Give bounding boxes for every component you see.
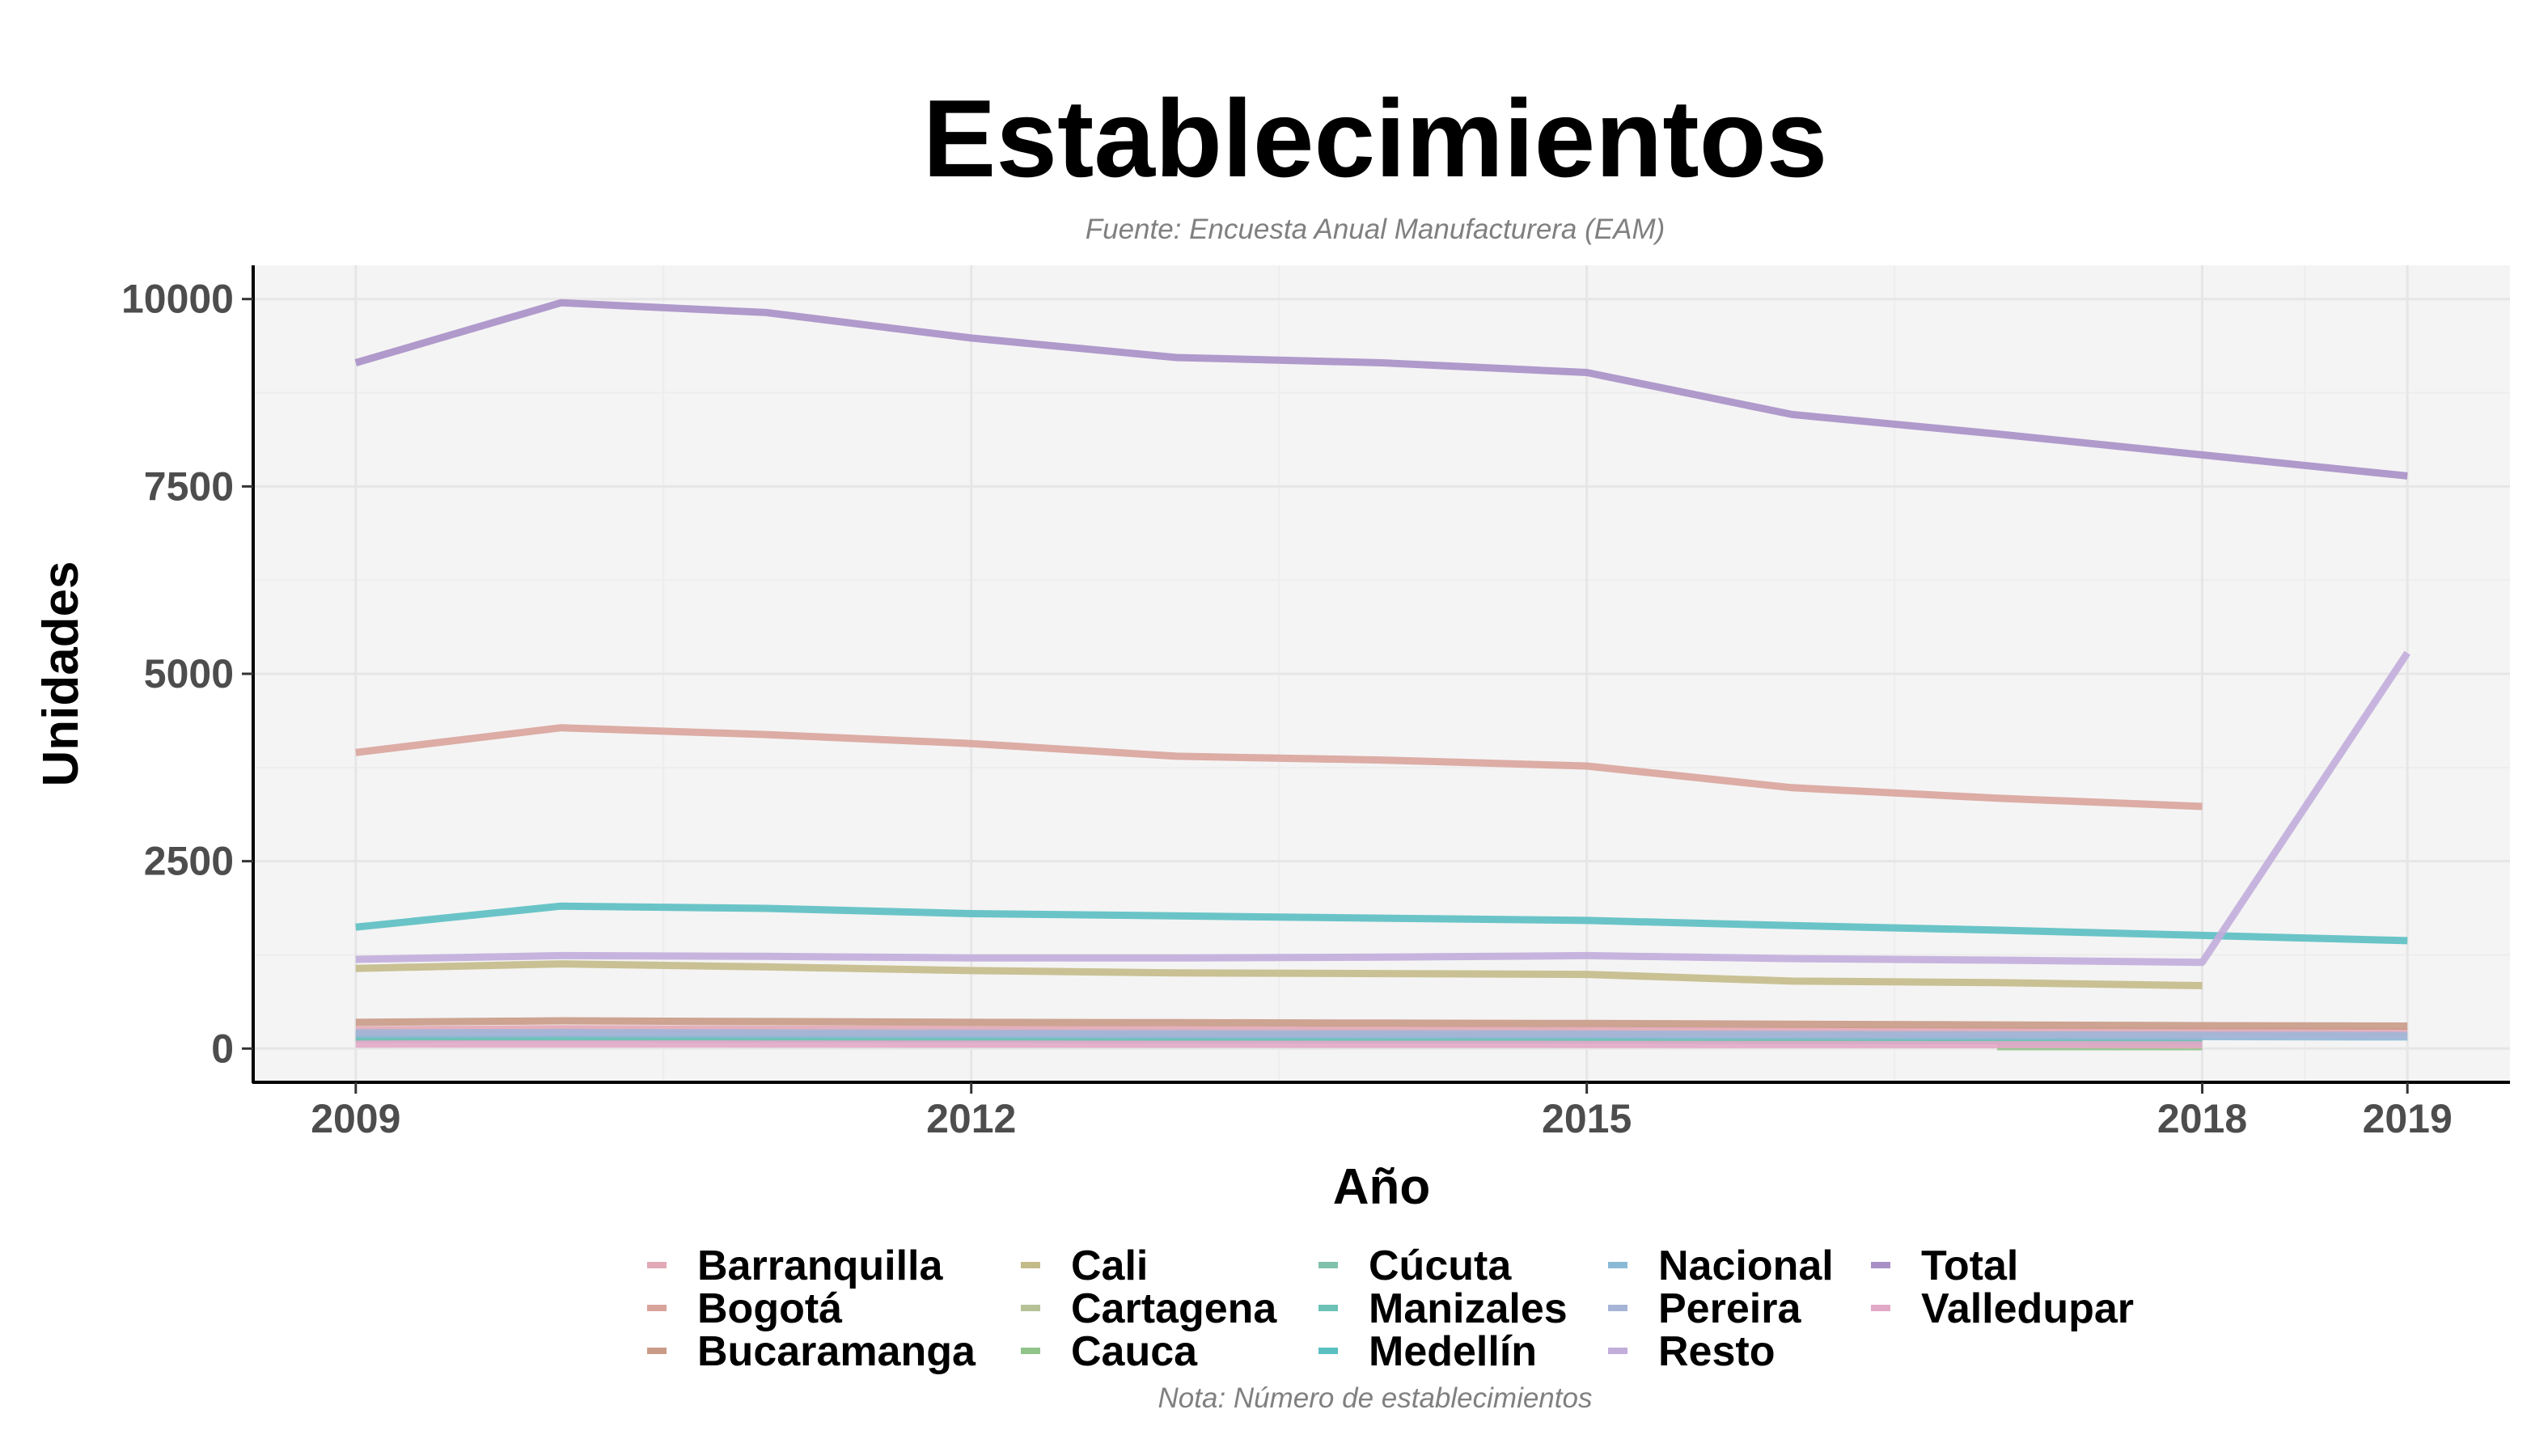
legend-label: Bogotá [697, 1285, 843, 1332]
x-tick-label: 2015 [1542, 1096, 1632, 1141]
series-line-barranquilla [355, 1025, 2408, 1035]
series-lines [354, 298, 2410, 1051]
series-line-manizales [355, 1035, 2203, 1045]
y-tick-label: 10000 [121, 277, 234, 322]
chart-caption: Nota: Número de establecimientos [1158, 1382, 1593, 1414]
y-tick-label: 2500 [144, 839, 234, 884]
legend-label: Cauca [1071, 1328, 1198, 1375]
series-line-medellín [355, 902, 2408, 945]
series-line-cali [355, 960, 2203, 989]
x-tick-label: 2018 [2157, 1096, 2247, 1141]
legend-item-cauca: Cauca [1021, 1328, 1198, 1375]
legend-label: Pereira [1658, 1285, 1801, 1332]
legend-item-bucaramanga: Bucaramanga [647, 1328, 976, 1375]
chart-title: Establecimientos [923, 77, 1828, 200]
series-line-bucaramanga [355, 1017, 2408, 1030]
series-line-valledupar [355, 1040, 2203, 1049]
legend-label: Medellín [1369, 1328, 1537, 1375]
legend-label: Barranquilla [697, 1242, 943, 1289]
y-axis-title: Unidades [33, 561, 89, 786]
legend-item-cúcuta: Cúcuta [1318, 1242, 1512, 1289]
legend-label: Cartagena [1071, 1285, 1277, 1332]
y-tick-label: 7500 [144, 463, 234, 509]
grid-lines [253, 265, 2510, 1082]
legend-item-manizales: Manizales [1318, 1285, 1568, 1332]
legend-item-barranquilla: Barranquilla [647, 1242, 943, 1289]
legend-label: Manizales [1369, 1285, 1568, 1332]
legend-label: Cali [1071, 1242, 1148, 1289]
series-line-resto [355, 650, 2410, 967]
legend-label: Resto [1658, 1328, 1775, 1375]
series-line-total [354, 298, 2408, 480]
legend-item-pereira: Pereira [1608, 1285, 1801, 1332]
legend-item-resto: Resto [1608, 1328, 1775, 1375]
legend-label: Nacional [1658, 1242, 1834, 1289]
legend-item-cali: Cali [1021, 1242, 1148, 1289]
x-axis-title: Año [1333, 1159, 1431, 1215]
legend-item-medellín: Medellín [1318, 1328, 1537, 1375]
legend-item-valledupar: Valledupar [1871, 1285, 2134, 1332]
legend-label: Total [1921, 1242, 2018, 1289]
x-tick-label: 2009 [311, 1096, 400, 1141]
series-line-bogotá [355, 724, 2203, 811]
x-tick-label: 2012 [926, 1096, 1016, 1141]
y-tick-label: 0 [211, 1026, 234, 1071]
series-line-pereira [355, 1028, 2408, 1039]
x-tick-label: 2019 [2363, 1096, 2453, 1141]
legend-label: Valledupar [1921, 1285, 2134, 1332]
legend-label: Bucaramanga [697, 1328, 976, 1375]
y-tick-label: 5000 [144, 651, 234, 696]
chart-subtitle: Fuente: Encuesta Anual Manufacturera (EA… [1086, 214, 1666, 245]
legend-item-bogotá: Bogotá [647, 1285, 843, 1332]
legend-item-cartagena: Cartagena [1021, 1285, 1277, 1332]
axes: 0 2500 5000 7500 10000 2009 2012 2015 2018 2019 [121, 265, 2510, 1141]
legend-item-total: Total [1871, 1242, 2018, 1289]
legend-item-nacional: Nacional [1608, 1242, 1834, 1289]
legend-label: Cúcuta [1369, 1242, 1512, 1289]
